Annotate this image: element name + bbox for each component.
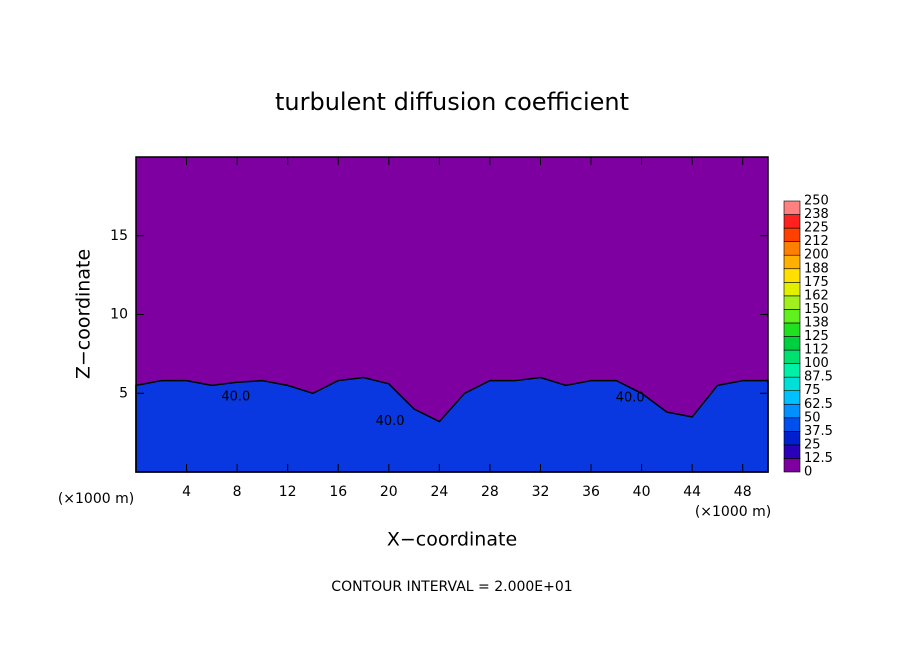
x-tick-label: 4 — [182, 484, 191, 500]
colorbar-swatch — [783, 417, 801, 432]
y-axis-label: Z−coordinate — [73, 249, 95, 379]
colorbar-label: 62.5 — [804, 397, 833, 412]
colorbar-label: 238 — [804, 207, 829, 222]
colorbar-label: 25 — [804, 437, 821, 452]
x-tick-label: 16 — [329, 484, 347, 500]
colorbar-label: 50 — [804, 410, 821, 425]
y-tick-label: 10 — [110, 307, 128, 323]
x-tick-label: 48 — [734, 484, 752, 500]
x-tick-label: 44 — [683, 484, 701, 500]
x-tick-label: 24 — [430, 484, 448, 500]
colorbar-swatch — [783, 214, 801, 229]
colorbar-label: 212 — [804, 234, 829, 249]
x-tick-label: 20 — [380, 484, 398, 500]
footer: CONTOUR INTERVAL = 2.000E+01 — [331, 579, 572, 595]
contour-label: 40.0 — [616, 390, 645, 405]
colorbar-swatch — [783, 336, 801, 351]
colorbar-label: 12.5 — [804, 451, 833, 466]
colorbar-label: 87.5 — [804, 370, 833, 385]
colorbar-swatch — [783, 322, 801, 337]
x-tick-label: 32 — [532, 484, 550, 500]
x-tick-label: 8 — [233, 484, 242, 500]
colorbar-label: 0 — [804, 465, 812, 480]
colorbar-label: 175 — [804, 275, 829, 290]
colorbar-swatch — [783, 241, 801, 256]
turbulent-layer — [135, 376, 769, 473]
colorbar-swatch — [783, 349, 801, 364]
colorbar-swatch — [783, 295, 801, 310]
colorbar-label: 225 — [804, 221, 829, 236]
x-tick-label: 36 — [582, 484, 600, 500]
colorbar-swatch — [783, 458, 801, 473]
colorbar-label: 75 — [804, 383, 821, 398]
colorbar-swatch — [783, 444, 801, 459]
y-tick-label: 5 — [119, 385, 128, 401]
colorbar-label: 112 — [804, 343, 829, 358]
y-tick-label: 15 — [110, 228, 128, 244]
colorbar-swatch — [783, 363, 801, 378]
colorbar-label: 37.5 — [804, 424, 833, 439]
x-tick-label: 28 — [481, 484, 499, 500]
colorbar-label: 188 — [804, 261, 829, 276]
colorbar-swatch — [783, 376, 801, 391]
colorbar-label: 250 — [804, 194, 829, 209]
colorbar-label: 150 — [804, 302, 829, 317]
colorbar-swatch — [783, 254, 801, 270]
colorbar-swatch — [783, 227, 801, 242]
colorbar-swatch — [783, 309, 801, 324]
x-axis-label: X−coordinate — [387, 529, 517, 551]
colorbar-label: 200 — [804, 248, 829, 263]
colorbar-label: 162 — [804, 288, 829, 303]
contour-label: 40.0 — [376, 414, 405, 429]
colorbar-label: 100 — [804, 356, 829, 371]
colorbar-swatch — [783, 431, 801, 446]
chart-title: turbulent diffusion coefficient — [275, 88, 629, 116]
colorbar-label: 125 — [804, 329, 829, 344]
contour-label: 40.0 — [221, 390, 250, 405]
x-tick-label: 40 — [633, 484, 651, 500]
colorbar-label: 138 — [804, 315, 829, 330]
y-unit-label: (×1000 m) — [58, 491, 134, 507]
x-unit-label: (×1000 m) — [695, 504, 771, 520]
colorbar-swatch — [783, 390, 801, 405]
x-tick-label: 12 — [279, 484, 297, 500]
colorbar-swatch — [783, 403, 801, 419]
colorbar-swatch — [783, 268, 801, 283]
colorbar-swatch — [783, 281, 801, 297]
colorbar-swatch — [783, 200, 801, 215]
